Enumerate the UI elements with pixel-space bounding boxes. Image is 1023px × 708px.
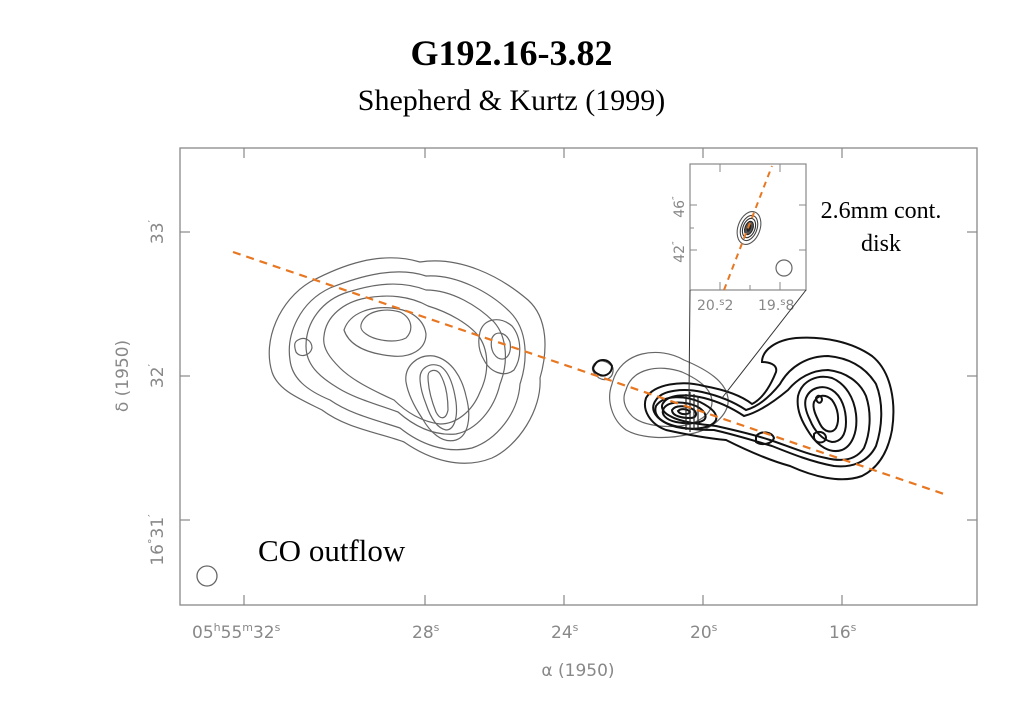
inset-beam-circle (775, 259, 793, 277)
inset-connector-line (721, 289, 807, 399)
inset-tick-marks (690, 164, 806, 290)
inset-label-line1: 2.6mm cont. (821, 198, 942, 224)
figure-title: G192.16-3.82 (410, 33, 613, 73)
beam-circle (196, 565, 218, 587)
inset-x-tick-label: 20.s2 (697, 297, 733, 314)
y-axis-label: δ (1950) (113, 340, 133, 412)
inset-y-tick-label: 46″ (671, 196, 688, 218)
blueshifted-lobe-contours (268, 257, 729, 464)
outflow-label: CO outflow (258, 533, 406, 568)
inset-y-tick-label: 42″ (671, 241, 688, 263)
x-tick-label: 05h55m32s (192, 621, 281, 643)
outflow-axis-line (232, 250, 945, 496)
inset-x-tick-label: 19.s8 (758, 297, 794, 314)
x-tick-label: 28s (412, 621, 440, 643)
y-tick-marks (180, 231, 977, 521)
x-tick-label: 24s (551, 621, 579, 643)
x-tick-label: 16s (829, 621, 857, 643)
x-axis-label: α (1950) (541, 661, 614, 681)
y-tick-label: 33′ (146, 219, 168, 244)
x-tick-label: 20s (690, 621, 718, 643)
x-tick-marks (243, 148, 843, 605)
inset-axis-line (723, 165, 773, 291)
inset-label-line2: disk (861, 231, 901, 257)
x-tick-labels: 05h55m32s 28s 24s 20s 16s (192, 621, 857, 643)
redshifted-lobe-contours (592, 336, 895, 481)
figure-subtitle: Shepherd & Kurtz (1999) (357, 84, 666, 117)
y-tick-label: 16°31′ (146, 514, 168, 566)
y-tick-label: 32′ (146, 363, 168, 388)
inset-connector-line (688, 289, 691, 399)
inset-panel: 46″ 42″ 20.s2 19.s8 (671, 163, 807, 314)
